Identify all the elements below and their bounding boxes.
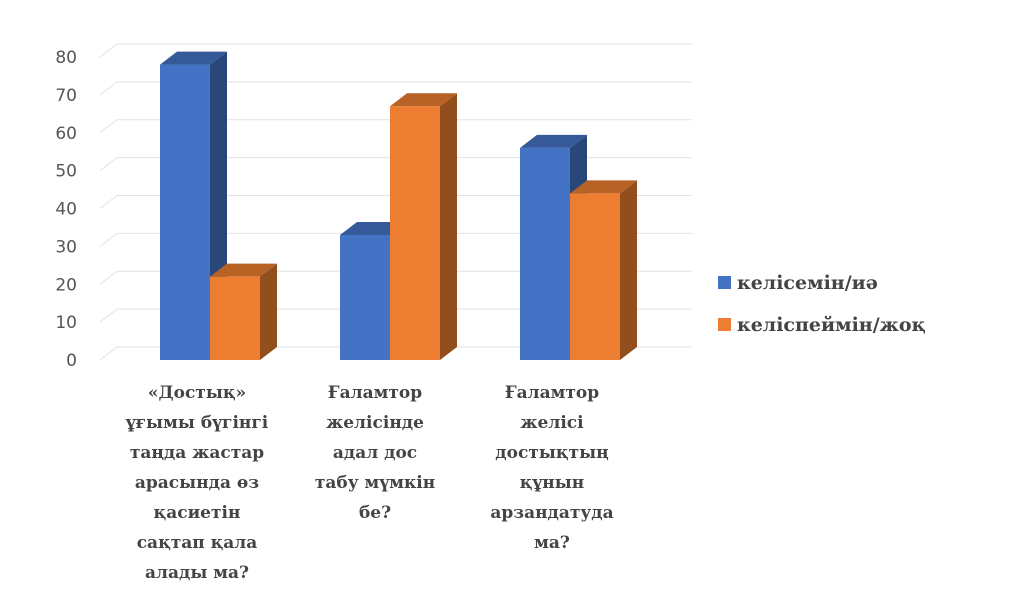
- bar-side-face: [440, 93, 457, 361]
- gridlines: [99, 43, 692, 361]
- bar-top-face: [160, 51, 227, 65]
- bar-top-face: [520, 134, 587, 148]
- legend-label: келісемін/иә: [737, 272, 878, 294]
- bar-front-face: [390, 106, 440, 360]
- gridline: [99, 81, 692, 96]
- bar-front-face: [520, 147, 570, 360]
- bar-front-face: [570, 193, 620, 360]
- bar: [210, 263, 277, 360]
- y-tick-label: 30: [55, 237, 77, 257]
- gridline: [99, 119, 692, 134]
- bar-front-face: [210, 276, 260, 360]
- bar-side-face: [260, 263, 277, 360]
- bar: [390, 93, 457, 361]
- legend: келісемін/иә келіспеймін/жоқ: [718, 272, 926, 336]
- bar-top-face: [210, 263, 277, 277]
- y-tick-label: 10: [55, 313, 77, 333]
- legend-label: келіспеймін/жоқ: [737, 314, 926, 336]
- bar-top-face: [570, 180, 637, 194]
- gridline: [99, 308, 692, 323]
- gridline: [99, 346, 692, 361]
- gridline: [99, 43, 692, 58]
- x-axis-categories: «Достық» ұғымы бүгінгі таңда жастар арасынд…: [125, 383, 614, 583]
- y-tick-label: 0: [66, 351, 77, 371]
- bar-front-face: [160, 64, 210, 360]
- legend-swatch: [718, 276, 731, 289]
- y-tick-label: 80: [55, 48, 77, 68]
- y-axis-ticks: 0 10 20 30 40 50 60 70 80: [55, 48, 77, 371]
- y-tick-label: 60: [55, 124, 77, 144]
- y-tick-label: 20: [55, 275, 77, 295]
- legend-item: келісемін/иә: [718, 272, 878, 294]
- gridline: [99, 157, 692, 172]
- legend-swatch: [718, 318, 731, 331]
- gridline: [99, 270, 692, 285]
- bar: [570, 180, 637, 360]
- gridline: [99, 195, 692, 209]
- bar-top-face: [390, 93, 457, 107]
- legend-item: келіспеймін/жоқ: [718, 314, 926, 336]
- bars: [160, 51, 637, 361]
- x-category-label: Ғаламтор желісі достықтың құнын арзандатуда м…: [490, 383, 613, 553]
- bar-side-face: [620, 180, 637, 360]
- x-category-label: Ғаламтор желісінде адал дос табу мүмкін бе?: [315, 383, 435, 523]
- y-tick-label: 70: [55, 86, 77, 106]
- y-tick-label: 40: [55, 200, 77, 220]
- gridline: [99, 232, 692, 247]
- bar-front-face: [340, 235, 390, 360]
- x-category-label: «Достық» ұғымы бүгінгі таңда жастар арасынд…: [125, 383, 269, 583]
- y-tick-label: 50: [55, 162, 77, 182]
